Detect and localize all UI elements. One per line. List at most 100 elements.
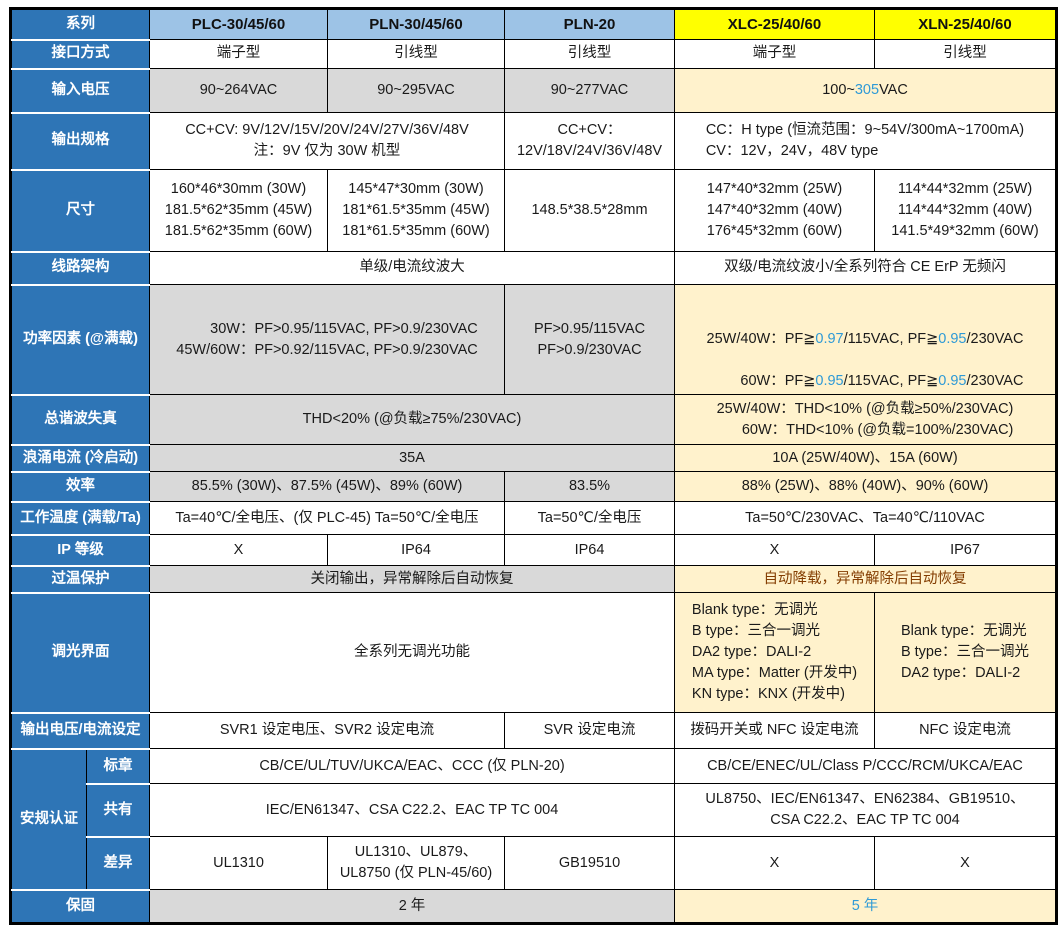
cell-setting-plcpln: SVR1 设定电压、SVR2 设定电流 (149, 712, 505, 750)
cell-temperature-xlcxln: Ta=50℃/230VAC、Ta=40℃/110VAC (674, 501, 1056, 536)
row-label-power-factor: 功率因素 (@满载) (11, 283, 150, 396)
row-thd: 总谐波失真 THD<20% (@负载≥75%/230VAC) 25W/40W：T… (11, 393, 1056, 446)
row-dimming: 调光界面 全系列无调光功能 Blank type：无调光 B type：三合一调… (11, 591, 1056, 714)
row-label-dimming: 调光界面 (11, 591, 150, 714)
cell-input-voltage-pln20: 90~277VAC (504, 68, 675, 113)
cell-dimming-xln: Blank type：无调光 B type：三合一调光 DA2 type：DAL… (874, 592, 1056, 714)
cell-cert-diff-pln20: GB19510 (504, 836, 675, 891)
cell-ip-plc: X (149, 534, 328, 567)
row-cert-mark: 安规认证 标章 CB/CE/UL/TUV/UKCA/EAC、CCC (仅 PLN… (11, 747, 1056, 891)
row-label-inrush: 浪涌电流 (冷启动) (11, 443, 150, 473)
row-temperature: 工作温度 (满载/Ta) Ta=40℃/全电压、(仅 PLC-45) Ta=50… (11, 500, 1056, 536)
cell-input-voltage-plc: 90~264VAC (149, 68, 328, 113)
cell-input-voltage-xlcxln: 100~305VAC (674, 68, 1056, 113)
col-header-pln20: PLN-20 (504, 9, 675, 40)
row-label-ip-rating: IP 等级 (11, 533, 150, 567)
row-label-cert: 安规认证 (11, 747, 87, 891)
col-header-plc: PLC-30/45/60 (149, 9, 328, 40)
row-efficiency: 效率 85.5% (30W)、87.5% (45W)、89% (60W) 83.… (11, 470, 1056, 503)
cell-dimensions-plc: 160*46*30mm (30W) 181.5*62*35mm (45W) 18… (149, 169, 328, 252)
cell-cert-common-first3: IEC/EN61347、CSA C22.2、EAC TP TC 004 (149, 783, 675, 838)
cell-interface-pln: 引线型 (327, 39, 505, 69)
row-label-thd: 总谐波失真 (11, 393, 150, 446)
cell-warranty-xlcxln: 5 年 (674, 889, 1056, 924)
row-cert-common: 共有 IEC/EN61347、CSA C22.2、EAC TP TC 004 U… (12, 782, 1056, 838)
cell-efficiency-xlcxln: 88% (25W)、88% (40W)、90% (60W) (674, 471, 1056, 503)
cell-cert-mark-xlcxln: CB/CE/ENEC/UL/Class P/CCC/RCM/UKCA/EAC (674, 748, 1056, 785)
cell-interface-plc: 端子型 (149, 39, 328, 69)
cell-ip-pln20: IP64 (504, 534, 675, 567)
input-voltage-part: VAC (879, 81, 908, 98)
cell-output-spec-xlcxln: CC：H type (恒流范围：9~54V/300mA~1700mA) CV：1… (674, 112, 1056, 170)
input-voltage-part: 100~ (822, 81, 855, 98)
output-spec-text: CC：H type (恒流范围：9~54V/300mA~1700mA) CV：1… (705, 121, 1025, 159)
series-spec-table: 系列 PLC-30/45/60 PLN-30/45/60 PLN-20 XLC-… (11, 9, 1056, 924)
cell-setting-pln20: SVR 设定电流 (504, 712, 675, 750)
cell-output-spec-plcpln: CC+CV: 9V/12V/15V/20V/24V/27V/36V/48V 注：… (149, 112, 505, 170)
row-sublabel-cert-common: 共有 (86, 782, 150, 838)
cell-output-spec-pln20: CC+CV： 12V/18V/24V/36V/48V (504, 112, 675, 170)
cell-warranty-first3: 2 年 (149, 889, 675, 924)
col-header-xln: XLN-25/40/60 (874, 9, 1056, 40)
row-label-dimensions: 尺寸 (11, 168, 150, 253)
cell-dimensions-xlc: 147*40*32mm (25W) 147*40*32mm (40W) 176*… (674, 169, 875, 252)
cell-interface-xln: 引线型 (874, 39, 1056, 69)
row-otp: 过温保护 关闭输出，异常解除后自动恢复 自动降载，异常解除后自动恢复 (11, 564, 1056, 594)
cell-dimensions-xln: 114*44*32mm (25W) 114*44*32mm (40W) 141.… (874, 169, 1056, 252)
dimming-xln-text: Blank type：无调光 B type：三合一调光 DA2 type：DAL… (900, 623, 1030, 682)
cell-efficiency-plcpln: 85.5% (30W)、87.5% (45W)、89% (60W) (149, 471, 505, 503)
row-cert-diff: 差异 UL1310 UL1310、UL879、 UL8750 (仅 PLN-45… (12, 835, 1056, 891)
cell-cert-common-xlcxln: UL8750、IEC/EN61347、EN62384、GB19510、 CSA … (674, 783, 1056, 838)
power-factor-text: 30W：PF>0.95/115VAC, PF>0.9/230VAC 45W/60… (176, 320, 478, 358)
cell-cert-diff-xlc: X (674, 836, 875, 891)
row-label-output-spec: 输出规格 (11, 111, 150, 171)
cell-thd-first3: THD<20% (@负载≥75%/230VAC) (149, 394, 675, 446)
cell-inrush-first3: 35A (149, 444, 675, 473)
row-interface: 接口方式 端子型 引线型 引线型 端子型 引线型 (11, 38, 1056, 70)
cell-setting-xlc: 拨码开关或 NFC 设定电流 (674, 712, 875, 750)
pf-line1: 25W/40W：PF≧0.97/115VAC, PF≧0.95/230VAC (706, 331, 1024, 348)
pf-line2: 60W：PF≧0.95/115VAC, PF≧0.95/230VAC (740, 373, 1024, 390)
cell-temperature-plcpln: Ta=40℃/全电压、(仅 PLC-45) Ta=50℃/全电压 (149, 501, 505, 536)
row-label-setting: 输出电压/电流设定 (11, 711, 150, 750)
row-sublabel-cert-diff: 差异 (86, 835, 150, 891)
cell-thd-xlcxln: 25W/40W：THD<10% (@负载≥50%/230VAC) 60W：THD… (674, 394, 1056, 446)
row-label-interface: 接口方式 (11, 38, 150, 70)
cell-inrush-xlcxln: 10A (25W/40W)、15A (60W) (674, 444, 1056, 473)
row-label-input-voltage: 输入电压 (11, 67, 150, 114)
row-label-efficiency: 效率 (11, 470, 150, 503)
row-power-factor: 功率因素 (@满载) 30W：PF>0.95/115VAC, PF>0.9/23… (11, 283, 1056, 396)
row-label-otp: 过温保护 (11, 564, 150, 594)
thd-text: 25W/40W：THD<10% (@负载≥50%/230VAC) 60W：THD… (716, 400, 1014, 438)
cell-cert-diff-xln: X (874, 836, 1056, 891)
row-ip-rating: IP 等级 X IP64 IP64 X IP67 (11, 533, 1056, 567)
cell-ip-xlc: X (674, 534, 875, 567)
cell-efficiency-pln20: 83.5% (504, 471, 675, 503)
spec-comparison-table: 系列 PLC-30/45/60 PLN-30/45/60 PLN-20 XLC-… (9, 7, 1058, 925)
row-warranty: 保固 2 年 5 年 (11, 888, 1056, 924)
input-voltage-highlight: 305 (854, 81, 880, 98)
cell-dimensions-pln20: 148.5*38.5*28mm (504, 169, 675, 252)
cell-dimming-first3: 全系列无调光功能 (149, 592, 675, 714)
cell-power-factor-pln20: PF>0.95/115VAC PF>0.9/230VAC (504, 283, 675, 396)
row-inrush: 浪涌电流 (冷启动) 35A 10A (25W/40W)、15A (60W) (11, 443, 1056, 473)
cell-interface-pln20: 引线型 (504, 39, 675, 69)
cell-circuit-xlcxln: 双级/电流纹波小/全系列符合 CE ErP 无频闪 (674, 251, 1056, 285)
row-dimensions: 尺寸 160*46*30mm (30W) 181.5*62*35mm (45W)… (11, 168, 1056, 253)
row-circuit: 线路架构 单级/电流纹波大 双级/电流纹波小/全系列符合 CE ErP 无频闪 (11, 250, 1056, 286)
row-sublabel-cert-mark: 标章 (86, 747, 150, 785)
cell-interface-xlc: 端子型 (674, 39, 875, 69)
cell-otp-first3: 关闭输出，异常解除后自动恢复 (149, 565, 675, 594)
cell-power-factor-plcpln: 30W：PF>0.95/115VAC, PF>0.9/230VAC 45W/60… (149, 283, 505, 396)
power-factor-xlcxln-text: 25W/40W：PF≧0.97/115VAC, PF≧0.95/230VAC 6… (707, 308, 1024, 392)
row-label-warranty: 保固 (11, 888, 150, 924)
row-setting: 输出电压/电流设定 SVR1 设定电压、SVR2 设定电流 SVR 设定电流 拨… (11, 711, 1056, 750)
row-label-temperature: 工作温度 (满载/Ta) (11, 500, 150, 536)
corner-cell-series: 系列 (11, 9, 150, 41)
row-label-circuit: 线路架构 (11, 250, 150, 286)
cell-ip-xln: IP67 (874, 534, 1056, 567)
cell-cert-mark-first3: CB/CE/UL/TUV/UKCA/EAC、CCC (仅 PLN-20) (149, 748, 675, 785)
col-header-pln: PLN-30/45/60 (327, 9, 505, 40)
cell-otp-xlcxln: 自动降载，异常解除后自动恢复 (674, 565, 1056, 594)
cell-circuit-first3: 单级/电流纹波大 (149, 251, 675, 285)
